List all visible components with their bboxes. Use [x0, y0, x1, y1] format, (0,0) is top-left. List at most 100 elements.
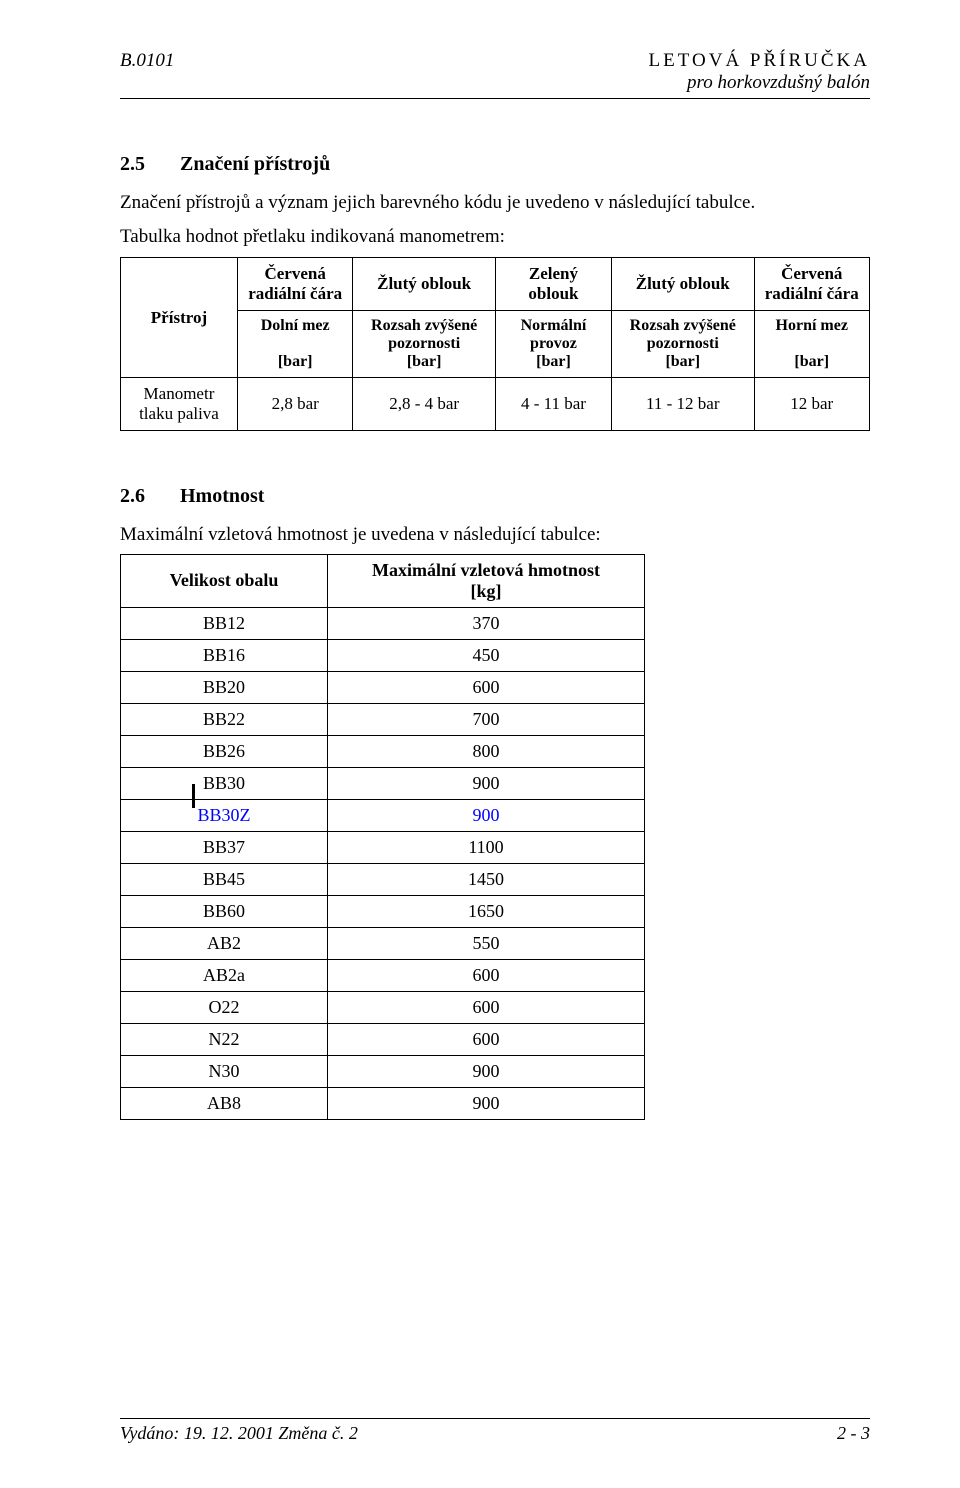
sub-unit: [bar] [359, 353, 488, 371]
section-2-5-heading: 2.5Značení přístrojů [120, 153, 870, 176]
sub-label: Normální provoz [502, 317, 605, 353]
header-left: B.0101 [120, 50, 174, 72]
cell-size: N30 [121, 1055, 328, 1087]
cell-mass: 900 [328, 767, 645, 799]
table-row: AB8900 [121, 1087, 645, 1119]
cell-size: BB26 [121, 735, 328, 767]
table-row: Manometr tlaku paliva 2,8 bar 2,8 - 4 ba… [121, 378, 870, 431]
cell-mass: 550 [328, 927, 645, 959]
th-sub2: Rozsah zvýšené pozornosti [bar] [353, 311, 495, 378]
header-title: LETOVÁ PŘÍRUČKA [649, 50, 870, 72]
cell-mass: 450 [328, 639, 645, 671]
table-row: BB30Z900 [121, 799, 645, 831]
cell-mass: 600 [328, 959, 645, 991]
cell-size: BB22 [121, 703, 328, 735]
th-sub3: Normální provoz [bar] [495, 311, 611, 378]
table-row: BB22700 [121, 703, 645, 735]
section-2-6-intro: Maximální vzletová hmotnost je uvedena v… [120, 522, 870, 548]
cell-mass: 600 [328, 671, 645, 703]
footer-rule [120, 1418, 870, 1419]
th-hmotnost: Maximální vzletová hmotnost [kg] [328, 554, 645, 607]
sub-unit: [bar] [244, 353, 346, 371]
cell-size: O22 [121, 991, 328, 1023]
table-row: BB601650 [121, 895, 645, 927]
footer-left: Vydáno: 19. 12. 2001 Změna č. 2 [120, 1423, 358, 1444]
table-row: AB2a600 [121, 959, 645, 991]
th-sub1: Dolní mez [bar] [237, 311, 352, 378]
section-2-6-heading: 2.6Hmotnost [120, 485, 870, 508]
table-row: BB30900 [121, 767, 645, 799]
th-pristroj: Přístroj [121, 258, 238, 378]
th-col1: Červená radiální čára [237, 258, 352, 311]
th-col3: Zelený oblouk [495, 258, 611, 311]
table-row: BB20600 [121, 671, 645, 703]
cell-size: AB2a [121, 959, 328, 991]
th-sub5: Horní mez [bar] [754, 311, 870, 378]
table-row: BB16450 [121, 639, 645, 671]
sub-label: Horní mez [761, 317, 864, 335]
cell-mass: 1450 [328, 863, 645, 895]
cell-size: BB16 [121, 639, 328, 671]
table1-intro: Tabulka hodnot přetlaku indikovaná manom… [120, 224, 870, 250]
header-right: LETOVÁ PŘÍRUČKA pro horkovzdušný balón [649, 50, 870, 94]
table-row: N22600 [121, 1023, 645, 1055]
table-row: AB2550 [121, 927, 645, 959]
cell-mass: 600 [328, 991, 645, 1023]
sub-label: Dolní mez [244, 317, 346, 335]
sub-unit: [bar] [618, 353, 747, 371]
data-label: Manometr tlaku paliva [121, 378, 238, 431]
footer-right: 2 - 3 [837, 1423, 870, 1444]
cell-size: BB30Z [121, 799, 328, 831]
th-col4: Žlutý oblouk [612, 258, 754, 311]
cell-mass: 1650 [328, 895, 645, 927]
sub-label: Rozsah zvýšené pozornosti [359, 317, 488, 353]
cell-size: AB8 [121, 1087, 328, 1119]
cell-size: BB30 [121, 767, 328, 799]
section-2-5-intro: Značení přístrojů a význam jejich barevn… [120, 190, 870, 216]
cell-mass: 600 [328, 1023, 645, 1055]
table-row: Přístroj Červená radiální čára Žlutý obl… [121, 258, 870, 311]
section-2-5-title: Značení přístrojů [180, 153, 330, 175]
cell-mass: 900 [328, 799, 645, 831]
table-row: BB12370 [121, 607, 645, 639]
table-row: Velikost obalu Maximální vzletová hmotno… [121, 554, 645, 607]
th-hmotnost-l1: Maximální vzletová hmotnost [372, 560, 600, 580]
data-cell: 2,8 - 4 bar [353, 378, 495, 431]
table-row: BB26800 [121, 735, 645, 767]
data-cell: 4 - 11 bar [495, 378, 611, 431]
page-footer: Vydáno: 19. 12. 2001 Změna č. 2 2 - 3 [120, 1414, 870, 1444]
data-cell: 11 - 12 bar [612, 378, 754, 431]
table-manometer: Přístroj Červená radiální čára Žlutý obl… [120, 257, 870, 431]
table-row: BB371100 [121, 831, 645, 863]
th-sub4: Rozsah zvýšené pozornosti [bar] [612, 311, 754, 378]
sub-unit: [bar] [502, 353, 605, 371]
cell-size: BB12 [121, 607, 328, 639]
table-row: N30900 [121, 1055, 645, 1087]
table-row: O22600 [121, 991, 645, 1023]
cell-size: BB45 [121, 863, 328, 895]
th-col2: Žlutý oblouk [353, 258, 495, 311]
section-2-6-num: 2.6 [120, 485, 180, 508]
section-2-6-title: Hmotnost [180, 485, 264, 507]
revision-mark-icon [192, 784, 195, 808]
cell-mass: 800 [328, 735, 645, 767]
cell-mass: 700 [328, 703, 645, 735]
cell-size: N22 [121, 1023, 328, 1055]
sub-label: Rozsah zvýšené pozornosti [618, 317, 747, 353]
cell-mass: 900 [328, 1055, 645, 1087]
th-hmotnost-l2: [kg] [471, 581, 502, 601]
cell-mass: 1100 [328, 831, 645, 863]
header-subtitle: pro horkovzdušný balón [649, 72, 870, 94]
table-hmotnost: Velikost obalu Maximální vzletová hmotno… [120, 554, 645, 1120]
page-header: B.0101 LETOVÁ PŘÍRUČKA pro horkovzdušný … [120, 50, 870, 94]
th-col5: Červená radiální čára [754, 258, 870, 311]
cell-size: AB2 [121, 927, 328, 959]
section-2-5-num: 2.5 [120, 153, 180, 176]
header-rule [120, 98, 870, 99]
cell-size: BB37 [121, 831, 328, 863]
table-row: BB451450 [121, 863, 645, 895]
data-cell: 2,8 bar [237, 378, 352, 431]
sub-unit: [bar] [761, 353, 864, 371]
data-cell: 12 bar [754, 378, 870, 431]
cell-size: BB20 [121, 671, 328, 703]
